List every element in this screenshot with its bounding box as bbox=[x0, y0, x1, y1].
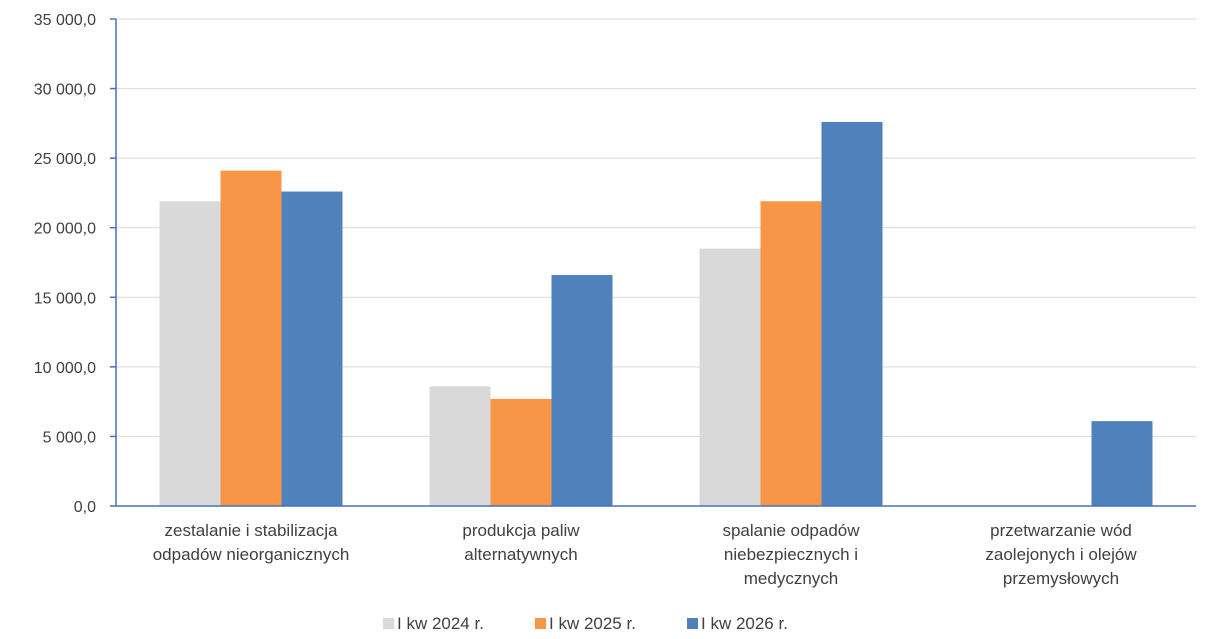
bar bbox=[220, 170, 282, 506]
x-category-label-line: spalanie odpadów bbox=[722, 521, 860, 540]
x-category-label-line: przetwarzanie wód bbox=[990, 521, 1132, 540]
legend-label: I kw 2024 r. bbox=[397, 614, 484, 633]
y-tick-label: 0,0 bbox=[74, 499, 96, 516]
bar bbox=[159, 201, 221, 506]
x-category-label-line: medycznych bbox=[744, 569, 838, 588]
y-axis-tick-labels: 0,0 5 000,0 10 000,0 15 000,0 20 000,0 25 000… bbox=[34, 12, 116, 516]
x-category-label-line: niebezpiecznych i bbox=[724, 545, 858, 564]
y-tick-label: 5 000,0 bbox=[43, 429, 96, 446]
bar bbox=[821, 121, 883, 507]
x-category-label: zestalanie i stabilizacja odpadów nieorga… bbox=[153, 521, 350, 564]
y-tick-label: 10 000,0 bbox=[34, 360, 96, 377]
x-category-label-line: przemysłowych bbox=[1003, 569, 1119, 588]
bar bbox=[429, 386, 491, 506]
x-category-label: produkcja paliw alternatywnych bbox=[462, 521, 580, 564]
legend-label: I kw 2026 r. bbox=[701, 614, 788, 633]
x-category-label-line: odpadów nieorganicznych bbox=[153, 545, 350, 564]
legend-swatch bbox=[535, 618, 546, 629]
bar bbox=[490, 398, 552, 506]
legend: I kw 2024 r. I kw 2025 r. I kw 2026 r. bbox=[383, 614, 788, 633]
x-category-label: spalanie odpadów niebezpiecznych i medyczn… bbox=[722, 521, 860, 588]
legend-label: I kw 2025 r. bbox=[549, 614, 636, 633]
bar bbox=[1091, 421, 1153, 506]
x-category-label-line: produkcja paliw bbox=[462, 521, 580, 540]
legend-swatch bbox=[687, 618, 698, 629]
y-tick-label: 25 000,0 bbox=[34, 151, 96, 168]
y-tick-label: 15 000,0 bbox=[34, 290, 96, 307]
x-category-label-line: alternatywnych bbox=[464, 545, 577, 564]
legend-swatch bbox=[383, 618, 394, 629]
bar bbox=[281, 191, 343, 506]
y-tick-label: 35 000,0 bbox=[34, 12, 96, 29]
y-tick-label: 30 000,0 bbox=[34, 82, 96, 99]
bar bbox=[760, 201, 822, 506]
bar bbox=[699, 248, 761, 507]
bars bbox=[159, 121, 1153, 507]
bar bbox=[551, 275, 613, 506]
x-category-label-line: zaolejonych i olejów bbox=[985, 545, 1137, 564]
x-category-label-line: zestalanie i stabilizacja bbox=[165, 521, 338, 540]
y-tick-label: 20 000,0 bbox=[34, 221, 96, 238]
x-category-label: przetwarzanie wód zaolejonych i olejów prz… bbox=[985, 521, 1137, 588]
x-axis-category-labels: zestalanie i stabilizacja odpadów nieorga… bbox=[153, 521, 1138, 588]
